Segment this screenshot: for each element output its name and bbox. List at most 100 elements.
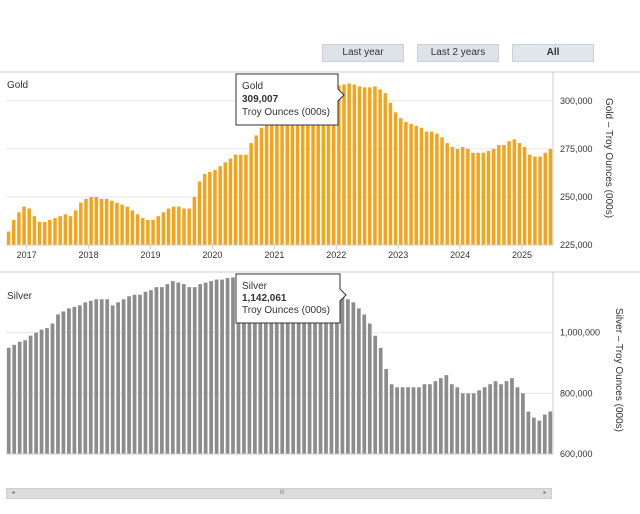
silver-y-axis-label: Silver – Troy Ounces (000s) <box>613 308 624 432</box>
scroll-grip-icon[interactable]: III <box>279 490 285 496</box>
gold-bar <box>11 220 16 245</box>
gold-tooltip-series: Gold <box>242 81 263 92</box>
silver-bar <box>482 387 487 454</box>
silver-bar <box>258 281 263 454</box>
gold-bar <box>259 127 264 245</box>
silver-bar <box>373 335 378 454</box>
gold-bar <box>140 218 145 245</box>
silver-bar <box>231 277 235 454</box>
scroll-right-arrow-icon[interactable]: ▸ <box>543 490 547 496</box>
gold-bar <box>491 148 496 245</box>
silver-bar <box>110 305 115 454</box>
gold-bar <box>156 216 160 245</box>
silver-bar <box>165 284 170 454</box>
gold-bar <box>218 166 222 245</box>
silver-bar <box>214 279 219 454</box>
silver-bar <box>77 305 82 454</box>
silver-y-tick-label: 800,000 <box>560 388 593 398</box>
gold-bar <box>476 152 480 245</box>
gold-bar <box>502 145 506 245</box>
gold-bar <box>399 118 403 245</box>
gold-bar <box>275 106 279 245</box>
silver-bar <box>198 284 203 454</box>
navigator-scrollbar[interactable]: ◂ III ▸ <box>6 488 552 499</box>
gold-bar <box>270 112 274 245</box>
gold-bar <box>32 216 37 245</box>
gold-tooltip-unit: Troy Ounces (000s) <box>242 107 330 118</box>
gold-bar <box>239 154 243 245</box>
gold-bar <box>306 93 310 246</box>
gold-bar <box>419 127 424 245</box>
silver-bar <box>395 387 399 454</box>
silver-bar <box>56 314 60 454</box>
silver-gridlines <box>6 332 553 455</box>
gold-bar <box>460 146 465 245</box>
silver-tooltip: Silver 1,142,061 Troy Ounces (000s) <box>235 273 347 324</box>
gold-tooltip-box <box>235 73 345 126</box>
silver-bar <box>444 375 449 454</box>
gold-x-tick-label: 2025 <box>512 250 532 260</box>
silver-bar <box>61 311 66 454</box>
gold-bar <box>357 86 362 246</box>
gold-bar <box>290 98 295 246</box>
silver-bar <box>477 390 482 454</box>
gold-bar <box>27 208 31 245</box>
silver-bar <box>531 417 536 454</box>
silver-bar <box>417 387 421 454</box>
gold-bar <box>331 86 336 246</box>
gold-bar <box>295 96 300 245</box>
silver-bar <box>324 284 328 454</box>
gold-bar <box>383 93 388 246</box>
gold-bar <box>17 212 21 245</box>
silver-bar <box>269 287 274 454</box>
scroll-left-arrow-icon[interactable]: ◂ <box>11 490 15 496</box>
silver-bar <box>236 278 241 454</box>
silver-bar <box>99 299 104 454</box>
silver-tooltip-series: Silver <box>242 281 268 292</box>
gold-bar <box>58 216 62 245</box>
silver-bar <box>50 323 55 454</box>
gold-bar <box>223 162 228 245</box>
gold-tooltip-value: 309,007 <box>242 94 279 105</box>
silver-bar <box>94 299 99 454</box>
gold-y-ticks: 225,000 250,000 275,000 300,000 <box>560 96 593 250</box>
silver-bar <box>45 328 49 454</box>
gold-bar <box>84 198 88 245</box>
gold-chart-title: Gold <box>7 80 28 91</box>
silver-bar <box>296 287 301 454</box>
gold-bar <box>115 202 119 245</box>
silver-bar <box>313 279 317 454</box>
gold-bar <box>409 123 413 245</box>
silver-tooltip-value: 1,142,061 <box>242 293 287 304</box>
all-button[interactable]: All <box>512 44 594 62</box>
gold-bar <box>362 87 367 245</box>
last-2-years-button[interactable]: Last 2 years <box>417 44 499 62</box>
gold-bar <box>507 141 511 245</box>
silver-bar <box>542 414 547 454</box>
gold-bar <box>404 121 408 245</box>
gold-bar <box>429 131 434 245</box>
last-year-button[interactable]: Last year <box>322 44 404 62</box>
silver-bar <box>356 308 361 454</box>
gold-bar <box>187 208 191 245</box>
silver-bar <box>181 284 186 454</box>
gold-x-tick-label: 2018 <box>79 250 99 260</box>
silver-y-tick-label: 1,000,000 <box>560 328 600 338</box>
gold-bar <box>517 143 522 245</box>
silver-bar <box>406 387 410 454</box>
gold-x-tick-label: 2021 <box>264 250 284 260</box>
gold-bar <box>130 210 135 245</box>
gold-bar <box>435 133 439 245</box>
gold-bar <box>337 85 341 245</box>
silver-y-ticks: 600,000 800,000 1,000,000 <box>560 328 600 459</box>
gold-bar <box>166 208 171 245</box>
gold-bar <box>280 102 284 245</box>
gold-bar <box>68 216 73 245</box>
gold-bar <box>120 204 124 245</box>
silver-bar <box>302 284 306 454</box>
silver-bar <box>510 378 514 454</box>
gold-bar <box>151 220 155 245</box>
gold-bar <box>53 218 57 245</box>
